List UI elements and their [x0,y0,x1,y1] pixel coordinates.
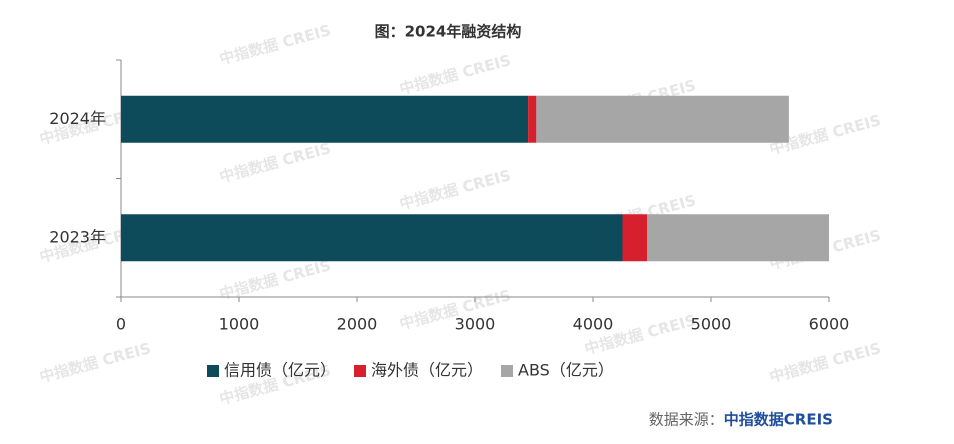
watermark: 中指数据 CREIS [218,256,333,303]
watermark: 中指数据 CREIS [398,166,513,213]
watermark: 中指数据 CREIS [768,339,883,386]
x-tick-label: 3000 [455,315,496,334]
legend: 信用债（亿元） 海外债（亿元） ABS（亿元） [207,361,614,380]
x-tick-label: 1000 [219,315,260,334]
bar-segment [121,95,529,143]
x-tick-label: 4000 [573,315,614,334]
bar-segment [647,214,829,262]
x-tick-label: 6000 [809,315,850,334]
watermark: 中指数据 CREIS [218,21,333,68]
bar-segment [536,95,789,143]
source-label: 数据来源： [649,411,724,429]
x-tick-label: 2000 [337,315,378,334]
watermark: 中指数据 CREIS [218,139,333,186]
watermark: 中指数据 CREIS [38,339,153,386]
legend-swatch [207,365,219,377]
source-name: 中指数据CREIS [724,411,833,429]
bar-segment [528,95,537,143]
watermark: 中指数据 CREIS [398,51,513,98]
bar-segment [622,214,648,262]
y-tick-label: 2024年 [49,109,106,128]
legend-swatch [501,365,514,377]
legend-swatch [354,365,367,377]
legend-label: ABS（亿元） [518,361,614,380]
x-tick-label: 5000 [691,315,732,334]
bar-segment [121,214,623,262]
chart-title: 图：2024年融资结构 [375,23,522,41]
plot: 0 1000 2000 3000 4000 5000 6000 2024年 2023年 [49,59,850,334]
legend-label: 信用债（亿元） [224,361,336,380]
legend-label: 海外债（亿元） [371,361,483,380]
y-tick-label: 2023年 [49,227,106,246]
x-tick-label: 0 [116,315,126,334]
